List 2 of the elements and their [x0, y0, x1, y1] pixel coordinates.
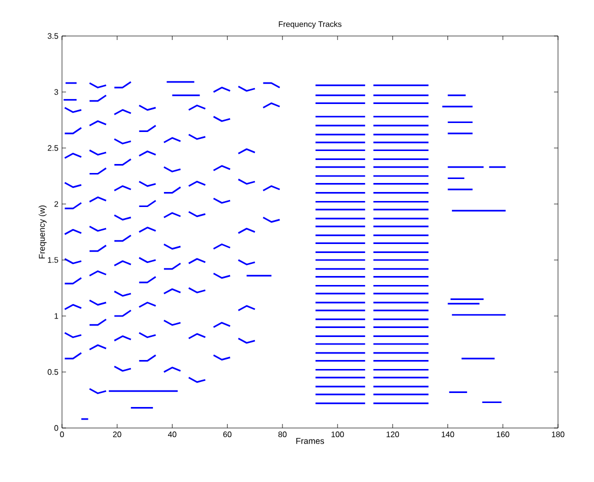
y-axis-title: Frequency (w) — [38, 205, 47, 258]
x-axis-title: Frames — [296, 438, 324, 444]
